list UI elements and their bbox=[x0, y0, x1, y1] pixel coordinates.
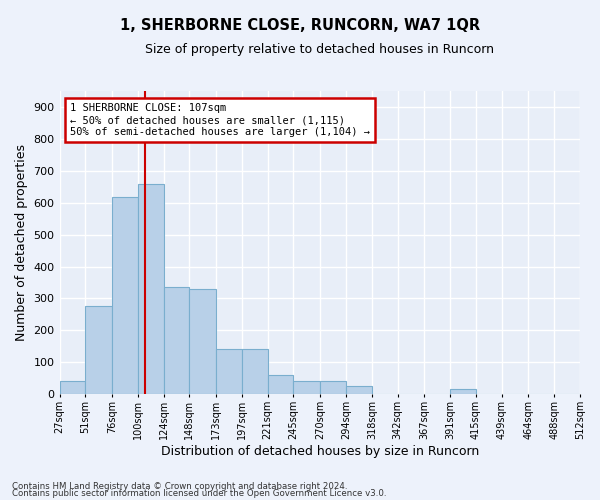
Y-axis label: Number of detached properties: Number of detached properties bbox=[15, 144, 28, 341]
Bar bbox=[85, 306, 112, 394]
Bar bbox=[320, 382, 346, 394]
Bar bbox=[138, 184, 164, 394]
Bar bbox=[112, 196, 138, 394]
Bar bbox=[164, 288, 190, 394]
Bar bbox=[268, 375, 293, 394]
Text: Contains HM Land Registry data © Crown copyright and database right 2024.: Contains HM Land Registry data © Crown c… bbox=[12, 482, 347, 491]
Bar bbox=[59, 382, 85, 394]
X-axis label: Distribution of detached houses by size in Runcorn: Distribution of detached houses by size … bbox=[161, 444, 479, 458]
Title: Size of property relative to detached houses in Runcorn: Size of property relative to detached ho… bbox=[145, 42, 494, 56]
Bar bbox=[242, 350, 268, 394]
Text: 1 SHERBORNE CLOSE: 107sqm
← 50% of detached houses are smaller (1,115)
50% of se: 1 SHERBORNE CLOSE: 107sqm ← 50% of detac… bbox=[70, 104, 370, 136]
Bar bbox=[346, 386, 372, 394]
Text: Contains public sector information licensed under the Open Government Licence v3: Contains public sector information licen… bbox=[12, 489, 386, 498]
Text: 1, SHERBORNE CLOSE, RUNCORN, WA7 1QR: 1, SHERBORNE CLOSE, RUNCORN, WA7 1QR bbox=[120, 18, 480, 32]
Bar bbox=[293, 382, 320, 394]
Bar bbox=[450, 389, 476, 394]
Bar bbox=[216, 350, 242, 394]
Bar bbox=[190, 289, 216, 394]
